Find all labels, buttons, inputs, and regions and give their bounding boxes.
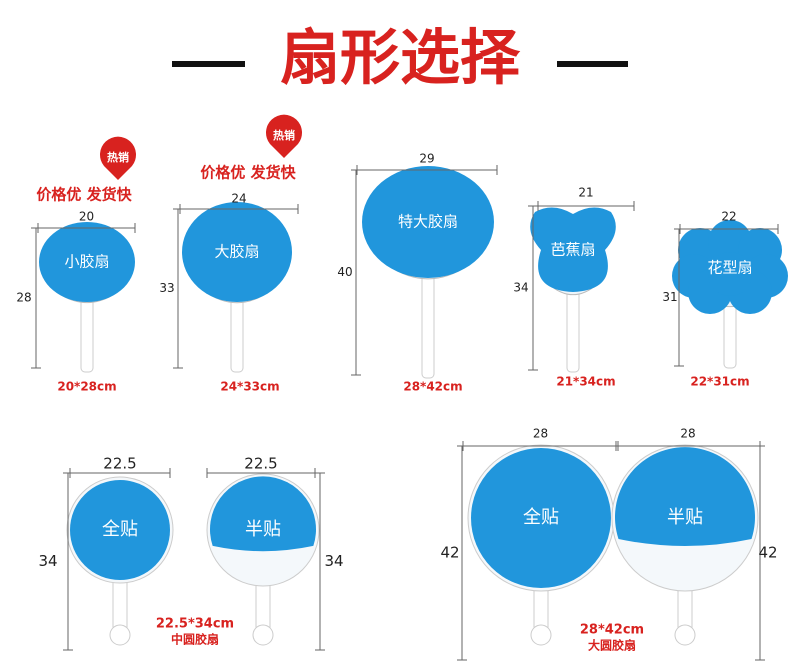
width-label: 20 (79, 210, 94, 224)
height-label: 34 (513, 281, 528, 295)
page-title: 扇形选择 (280, 24, 521, 94)
fan-face (471, 448, 611, 588)
badge-bubble (100, 136, 136, 180)
size-label: 22.5*34cm (156, 617, 234, 632)
size-label: 20*28cm (57, 380, 116, 394)
badge: 热销 (107, 150, 129, 164)
width-label: 22.5 (103, 455, 136, 473)
fan-name: 芭蕉扇 (550, 241, 595, 259)
fan-handle (566, 284, 580, 373)
fan-face (615, 447, 756, 546)
size-label: 24*33cm (220, 380, 279, 394)
size-label: 28*42cm (403, 380, 462, 394)
height-label: 40 (337, 265, 352, 279)
height-label: 42 (440, 544, 459, 562)
fan-name: 特大胶扇 (398, 213, 458, 231)
fan-face (70, 480, 170, 580)
fan-face (530, 207, 616, 292)
width-label: 21 (578, 186, 593, 200)
height-label: 34 (38, 552, 57, 570)
fan-face (209, 476, 316, 552)
fan-handle (723, 297, 737, 369)
width-label: 28 (680, 427, 695, 441)
size-label: 21*34cm (556, 375, 615, 389)
width-label: 28 (533, 427, 548, 441)
height-label: 28 (16, 291, 31, 305)
promo-tag: 价格优 发货快 (200, 164, 296, 182)
size-label: 22*31cm (690, 375, 749, 389)
height-label: 42 (758, 544, 777, 562)
width-label: 22 (721, 210, 736, 224)
fan-name: 大胶扇 (214, 243, 259, 261)
fan-name: 全贴 (523, 507, 559, 528)
height-label: 34 (324, 552, 343, 570)
fan-handle (421, 266, 435, 379)
fan-name: 全贴 (102, 519, 138, 540)
fan-name: 花型扇 (707, 259, 752, 277)
fan-face (362, 166, 494, 278)
handle-knob (674, 624, 696, 646)
promo-tag: 价格优 发货快 (36, 186, 132, 204)
height-label: 31 (662, 290, 677, 304)
fan-handle (230, 291, 244, 373)
badge: 热销 (273, 128, 295, 142)
handle-knob (530, 624, 552, 646)
width-label: 22.5 (244, 455, 277, 473)
height-label: 33 (159, 281, 174, 295)
fan-name: 半贴 (245, 519, 281, 540)
size-label: 28*42cm (580, 623, 644, 638)
fan-face (708, 252, 752, 296)
badge-bubble (266, 114, 302, 158)
fan-handle (80, 293, 94, 373)
fan-name: 小胶扇 (64, 253, 109, 271)
width-label: 24 (231, 192, 246, 206)
fan-face (182, 202, 292, 302)
set-label: 大圆胶扇 (588, 638, 636, 653)
fan-face (39, 222, 135, 302)
handle-knob (252, 624, 274, 646)
width-label: 29 (419, 152, 434, 166)
fan-name: 半贴 (667, 507, 703, 528)
set-label: 中圆胶扇 (171, 632, 219, 647)
handle-knob (109, 624, 131, 646)
